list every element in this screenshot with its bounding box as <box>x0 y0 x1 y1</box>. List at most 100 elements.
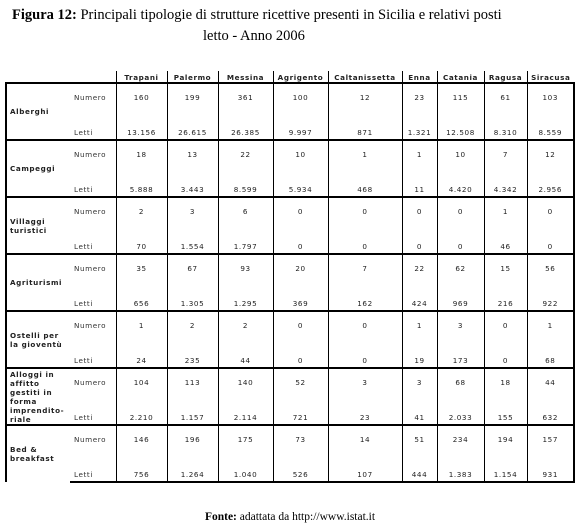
table-cell: 52 <box>272 367 328 396</box>
table-cell: 632 <box>526 396 575 425</box>
table-cell: 62 <box>436 253 484 282</box>
table-cell: 3 <box>327 367 402 396</box>
table-cell: 68 <box>526 339 575 368</box>
column-header: Ragusa <box>483 71 527 84</box>
source-note: Fonte: adattata da http://www.istat.it <box>0 511 580 523</box>
table-cell: 13.156 <box>115 111 167 140</box>
measure-label-number: Numero <box>70 139 116 168</box>
table-cell: 0 <box>401 225 437 254</box>
table-cell: 7 <box>483 139 527 168</box>
table-cell: 0 <box>272 339 328 368</box>
source-label: Fonte: <box>204 511 237 523</box>
table-cell: 969 <box>436 282 484 311</box>
table-cell: 2.956 <box>526 168 575 197</box>
table-cell: 3 <box>166 196 218 225</box>
table-cell: 1 <box>327 139 402 168</box>
table-cell: 1 <box>401 310 437 339</box>
figure-label: Figura 12: <box>12 7 77 23</box>
measure-label-number: Numero <box>70 253 116 282</box>
table-cell: 0 <box>483 339 527 368</box>
table-cell: 0 <box>327 196 402 225</box>
table-cell: 0 <box>526 225 575 254</box>
table-cell: 73 <box>272 424 328 453</box>
table-row: Letti 656 1.305 1.295 369 162 424 969 216 922 <box>6 282 575 311</box>
figure-title-text: Principali tipologie di strutture ricett… <box>80 7 502 23</box>
table-cell: 146 <box>115 424 167 453</box>
table-cell: 0 <box>272 196 328 225</box>
table-row: Letti 756 1.264 1.040 526 107 444 1.383 1.154 931 <box>6 453 575 483</box>
table-cell: 871 <box>327 111 402 140</box>
table-cell: 4.420 <box>436 168 484 197</box>
table-cell: 113 <box>166 367 218 396</box>
category-label: Agriturismi <box>5 253 70 311</box>
table-cell: 1.797 <box>217 225 273 254</box>
column-header: Enna <box>401 71 437 84</box>
header-blank-measure <box>70 71 116 84</box>
table-cell: 931 <box>526 453 575 483</box>
table-row: Letti 2.210 1.157 2.114 721 23 41 2.033 155 632 <box>6 396 575 425</box>
column-header: Caltanissetta <box>327 71 402 84</box>
table-cell: 2 <box>115 196 167 225</box>
table-cell: 10 <box>436 139 484 168</box>
measure-label-number: Numero <box>70 82 116 111</box>
table-cell: 24 <box>115 339 167 368</box>
measure-label-beds: Letti <box>74 356 93 365</box>
table-cell: 0 <box>272 310 328 339</box>
table-row: Ostelli per la gioventù Numero 1 2 2 0 0 1 3 0 1 <box>5 310 575 368</box>
table-cell: 0 <box>327 339 402 368</box>
table-row: Letti 13.156 26.615 26.385 9.997 871 1.321 12.5… <box>6 111 575 140</box>
table-cell: 51 <box>401 424 437 453</box>
table-cell: 14 <box>327 424 402 453</box>
table-cell: 175 <box>217 424 273 453</box>
table-cell: 8.310 <box>483 111 527 140</box>
table-cell: 10 <box>272 139 328 168</box>
table-cell: 5.934 <box>272 168 328 197</box>
table-body: Alberghi Numero 160 199 361 100 12 23 115 61 103 Le… <box>5 82 575 483</box>
table-cell: 3 <box>436 310 484 339</box>
table-cell: 0 <box>436 196 484 225</box>
measure-label-beds: Letti <box>74 413 93 422</box>
table-cell: 18 <box>115 139 167 168</box>
table-cell: 107 <box>327 453 402 483</box>
column-header: Catania <box>436 71 484 84</box>
table-cell: 6 <box>217 196 273 225</box>
table-cell: 0 <box>483 310 527 339</box>
table-cell: 22 <box>217 139 273 168</box>
table-cell: 0 <box>526 196 575 225</box>
table-cell: 234 <box>436 424 484 453</box>
table-cell: 369 <box>272 282 328 311</box>
table-cell: 115 <box>436 82 484 111</box>
table-cell: 155 <box>483 396 527 425</box>
category-label: Villaggi turistici <box>5 196 70 254</box>
table-cell: 13 <box>166 139 218 168</box>
table-cell: 67 <box>166 253 218 282</box>
table-cell: 8.559 <box>526 111 575 140</box>
table-cell: 173 <box>436 339 484 368</box>
table-row: Agriturismi Numero 35 67 93 20 7 22 62 15 56 <box>5 253 575 311</box>
table-cell: 1.321 <box>401 111 437 140</box>
measure-label-number: Numero <box>70 196 116 225</box>
table-cell: 23 <box>327 396 402 425</box>
table-cell: 196 <box>166 424 218 453</box>
table-cell: 12.508 <box>436 111 484 140</box>
table-cell: 721 <box>272 396 328 425</box>
category-label: Ostelli per la gioventù <box>5 310 70 368</box>
table-cell: 19 <box>401 339 437 368</box>
measure-label-number: Numero <box>70 310 116 339</box>
table-row: Letti 5.888 3.443 8.599 5.934 468 11 4.420 4.342… <box>6 168 575 197</box>
table-cell: 361 <box>217 82 273 111</box>
table-cell: 12 <box>327 82 402 111</box>
table-cell: 0 <box>401 196 437 225</box>
column-header: Siracusa <box>526 71 574 84</box>
table-cell: 61 <box>483 82 527 111</box>
table-cell: 44 <box>526 367 575 396</box>
category-label: Campeggi <box>5 139 70 197</box>
table-cell: 93 <box>217 253 273 282</box>
table-cell: 468 <box>327 168 402 197</box>
table-cell: 7 <box>327 253 402 282</box>
table-cell: 68 <box>436 367 484 396</box>
table-cell: 23 <box>401 82 437 111</box>
table-cell: 1.040 <box>217 453 273 483</box>
table-row: Letti 24 235 44 0 0 19 173 0 68 <box>6 339 575 368</box>
table-cell: 199 <box>166 82 218 111</box>
